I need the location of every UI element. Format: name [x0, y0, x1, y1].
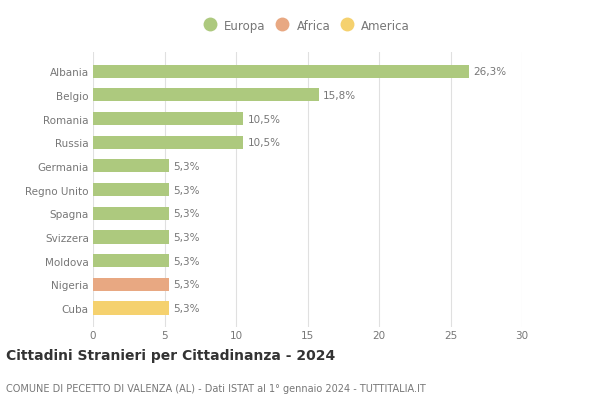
Bar — [93, 207, 169, 220]
Text: 5,3%: 5,3% — [173, 303, 200, 313]
Text: 10,5%: 10,5% — [247, 138, 280, 148]
Bar — [93, 302, 169, 315]
Bar — [93, 184, 169, 197]
Bar — [93, 231, 169, 244]
Bar — [93, 65, 469, 79]
Text: 26,3%: 26,3% — [473, 67, 506, 77]
Text: 5,3%: 5,3% — [173, 256, 200, 266]
Bar — [93, 254, 169, 267]
Text: 5,3%: 5,3% — [173, 185, 200, 195]
Text: 5,3%: 5,3% — [173, 162, 200, 171]
Bar — [93, 113, 243, 126]
Text: 5,3%: 5,3% — [173, 280, 200, 290]
Text: COMUNE DI PECETTO DI VALENZA (AL) - Dati ISTAT al 1° gennaio 2024 - TUTTITALIA.I: COMUNE DI PECETTO DI VALENZA (AL) - Dati… — [6, 383, 426, 393]
Legend: Europa, Africa, America: Europa, Africa, America — [200, 15, 415, 38]
Bar — [93, 89, 319, 102]
Text: 15,8%: 15,8% — [323, 91, 356, 101]
Bar — [93, 137, 243, 149]
Bar — [93, 278, 169, 291]
Text: 5,3%: 5,3% — [173, 209, 200, 219]
Text: 10,5%: 10,5% — [247, 115, 280, 124]
Text: Cittadini Stranieri per Cittadinanza - 2024: Cittadini Stranieri per Cittadinanza - 2… — [6, 348, 335, 362]
Bar — [93, 160, 169, 173]
Text: 5,3%: 5,3% — [173, 232, 200, 243]
